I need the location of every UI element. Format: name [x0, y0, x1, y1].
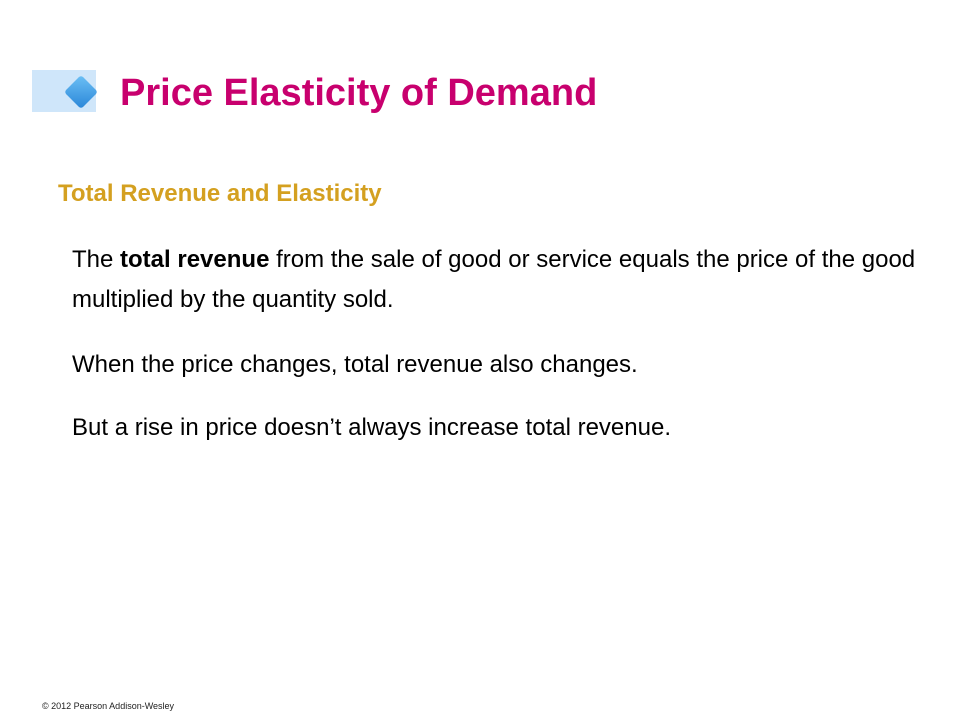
paragraph-text: from the sale of good or service equals … — [72, 246, 916, 313]
bold-term: total revenue — [120, 246, 270, 273]
slide-title: Price Elasticity of Demand — [120, 72, 598, 114]
paragraph-price-change: When the price changes, total revenue al… — [72, 351, 638, 378]
paragraph-total-revenue-definition: The total revenue from the sale of good … — [72, 240, 922, 320]
diamond-icon — [65, 76, 97, 108]
paragraph-price-rise: But a rise in price doesn’t always incre… — [72, 414, 671, 441]
copyright-footer: © 2012 Pearson Addison-Wesley — [42, 701, 175, 711]
paragraph-text: The — [72, 246, 121, 273]
slide-subtitle: Total Revenue and Elasticity — [58, 180, 382, 207]
